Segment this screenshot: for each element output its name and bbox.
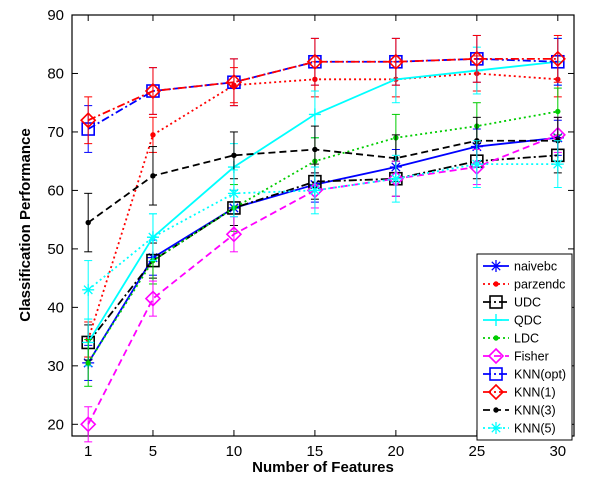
x-tick-label: 10 (226, 443, 243, 460)
legend-marker (489, 295, 503, 309)
series-knn-1 (80, 34, 566, 145)
data-point (470, 158, 483, 171)
data-point (549, 50, 566, 67)
x-tick-label: 15 (307, 443, 324, 460)
data-point (82, 283, 95, 296)
data-point (150, 132, 156, 138)
series-layer (80, 34, 566, 443)
legend-label: LDC (514, 332, 539, 346)
data-point (80, 112, 97, 129)
legend-marker (493, 281, 499, 287)
legend-label: QDC (514, 314, 542, 328)
x-tick-label: 25 (468, 443, 485, 460)
legend-item: Fisher (483, 347, 549, 365)
legend-label: parzendc (514, 278, 565, 292)
data-point (312, 146, 318, 153)
data-point (468, 50, 485, 67)
legend-item: parzendc (483, 278, 565, 292)
legend-marker (487, 383, 505, 401)
legend-label: KNN(3) (514, 404, 556, 418)
legend-label: Fisher (514, 350, 549, 364)
legend-label: UDC (514, 296, 541, 310)
legend-marker (487, 347, 505, 365)
data-point (150, 173, 156, 179)
x-axis-ticks: 1 5 10 15 20 25 30 (84, 15, 566, 460)
data-point (389, 172, 402, 185)
data-point (80, 416, 97, 433)
legend-marker (493, 407, 499, 413)
data-point (225, 226, 243, 243)
x-tick-label: 5 (149, 443, 157, 460)
legend-label: KNN(1) (514, 386, 556, 400)
legend-marker (490, 260, 502, 272)
x-axis-title: Number of Features (252, 459, 394, 476)
y-tick-label: 80 (47, 65, 64, 82)
y-tick-label: 40 (47, 299, 64, 316)
x-tick-label: 30 (549, 443, 566, 460)
legend-item: UDC (483, 295, 541, 310)
y-tick-label: 70 (47, 124, 64, 141)
y-tick-label: 50 (47, 241, 64, 258)
legend-box (476, 253, 573, 441)
y-tick-label: 90 (47, 7, 64, 24)
data-point (306, 53, 324, 70)
x-tick-label: 20 (388, 443, 405, 460)
legend-item: KNN(opt) (483, 367, 566, 382)
data-point (551, 158, 564, 171)
legend-item: KNN(5) (483, 422, 556, 436)
legend-label: KNN(5) (514, 422, 556, 436)
legend-item: naivebc (483, 260, 557, 274)
data-point (144, 82, 162, 100)
data-point (144, 290, 162, 307)
data-point (85, 360, 91, 366)
data-point (387, 53, 405, 70)
legend-marker (490, 422, 502, 434)
legend-item: LDC (483, 332, 539, 346)
data-point (231, 152, 237, 159)
legend-item: QDC (483, 314, 542, 328)
legend-label: KNN(opt) (514, 368, 566, 382)
data-point (227, 187, 240, 200)
y-tick-label: 20 (47, 416, 64, 433)
x-tick-label: 1 (84, 443, 92, 460)
series-knn-5 (82, 140, 564, 320)
data-point (85, 219, 91, 226)
legend-item: KNN(3) (483, 404, 556, 418)
data-point (308, 184, 321, 197)
y-tick-label: 30 (47, 358, 64, 375)
series-line (87, 57, 558, 122)
y-tick-label: 60 (47, 182, 64, 199)
y-axis-title: Classification Performance (17, 128, 34, 321)
data-point (555, 108, 561, 115)
y-axis-ticks: 20 30 40 50 60 70 80 90 (47, 7, 574, 433)
data-point (225, 74, 243, 91)
data-point (146, 231, 159, 244)
legend-label: naivebc (514, 260, 557, 274)
legend: naivebc parzendc UDC QDC LDC Fisher KNN(opt) KN… (476, 253, 573, 441)
legend-marker (493, 335, 499, 341)
legend-item: KNN(1) (483, 383, 556, 401)
legend-marker (489, 367, 503, 381)
data-point (308, 108, 321, 121)
legend-marker (490, 314, 502, 326)
